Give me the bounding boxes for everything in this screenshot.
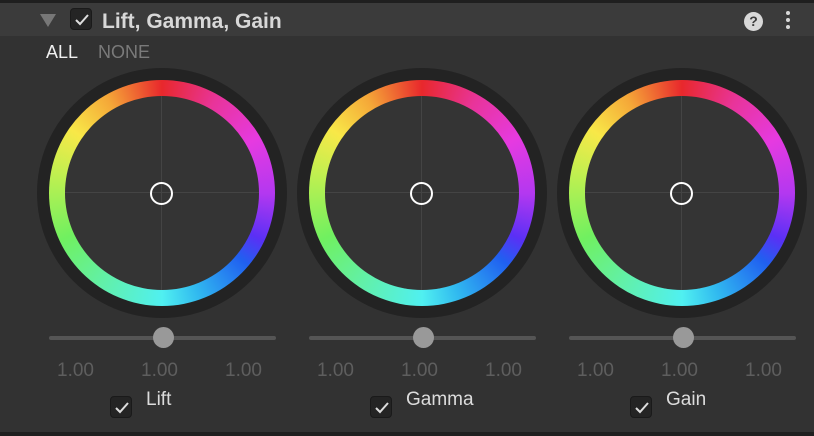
gamma-enable-checkbox[interactable]: [370, 396, 392, 418]
section-enable-checkbox[interactable]: [70, 8, 92, 30]
checkmark-icon: [375, 402, 389, 414]
section-title: Lift, Gamma, Gain: [102, 10, 282, 33]
lift-value-g[interactable]: 1.00: [141, 360, 178, 381]
gain-value-b[interactable]: 1.00: [745, 360, 782, 381]
lift-label: Lift: [146, 389, 172, 410]
gain-value-r[interactable]: 1.00: [577, 360, 614, 381]
gain-value-g[interactable]: 1.00: [661, 360, 698, 381]
select-none-button[interactable]: NONE: [98, 42, 151, 62]
gamma-wheel-handle[interactable]: [410, 182, 433, 205]
top-border: [0, 0, 814, 3]
section-header[interactable]: Lift, Gamma, Gain ?: [0, 3, 814, 36]
gamma-value-r[interactable]: 1.00: [317, 360, 354, 381]
gain-label: Gain: [666, 389, 707, 410]
gain-enable-checkbox[interactable]: [630, 396, 652, 418]
lift-color-wheel[interactable]: [37, 68, 287, 318]
gamma-color-wheel[interactable]: [297, 68, 547, 318]
lift-slider-thumb[interactable]: [152, 327, 174, 348]
more-options-icon[interactable]: [786, 11, 790, 32]
select-all-button[interactable]: ALL: [46, 42, 79, 62]
lift-wheel-handle[interactable]: [150, 182, 173, 205]
bottom-border: [0, 432, 814, 436]
gamma-slider-thumb[interactable]: [412, 327, 434, 348]
lift-value-r[interactable]: 1.00: [57, 360, 94, 381]
gamma-value-b[interactable]: 1.00: [485, 360, 522, 381]
gain-color-wheel[interactable]: [557, 68, 807, 318]
gain-wheel-handle[interactable]: [670, 182, 693, 205]
collapse-triangle-icon[interactable]: [40, 14, 56, 27]
checkmark-icon: [75, 14, 89, 26]
gamma-label: Gamma: [406, 389, 474, 410]
lift-value-b[interactable]: 1.00: [225, 360, 262, 381]
help-icon[interactable]: ?: [744, 12, 763, 31]
gain-slider-thumb[interactable]: [672, 327, 694, 348]
checkmark-icon: [115, 402, 129, 414]
lift-enable-checkbox[interactable]: [110, 396, 132, 418]
checkmark-icon: [635, 402, 649, 414]
gamma-value-g[interactable]: 1.00: [401, 360, 438, 381]
